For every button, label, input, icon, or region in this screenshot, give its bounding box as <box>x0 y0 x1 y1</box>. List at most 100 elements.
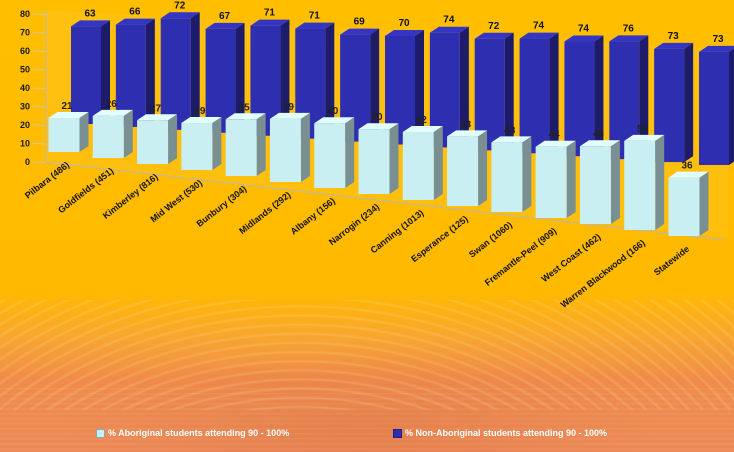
bar-aboriginal <box>92 115 124 158</box>
bar-aboriginal-side <box>610 140 620 224</box>
bar-non-aboriginal-top <box>564 35 604 42</box>
data-label-non-aboriginal: 70 <box>398 18 410 29</box>
bar-aboriginal-top <box>137 114 178 121</box>
bar-aboriginal <box>181 123 213 170</box>
bar-non-aboriginal-side <box>145 18 155 127</box>
data-label-aboriginal: 42 <box>416 115 428 126</box>
data-label-aboriginal: 36 <box>681 161 693 172</box>
data-label-non-aboriginal: 71 <box>264 8 276 19</box>
bar-non-aboriginal-top <box>205 22 245 29</box>
bar-non-aboriginal-top <box>71 20 110 27</box>
bar-non-aboriginal-side <box>101 20 110 125</box>
y-tick-mark <box>32 161 47 163</box>
bar-aboriginal-top <box>269 112 310 119</box>
data-label-aboriginal: 43 <box>460 119 472 130</box>
bar-non-aboriginal-top <box>340 28 380 35</box>
bar-aboriginal <box>579 146 611 224</box>
data-label-aboriginal: 43 <box>504 125 516 136</box>
data-label-aboriginal: 40 <box>327 106 339 117</box>
bar-aboriginal <box>668 177 700 236</box>
bar-aboriginal-side <box>566 140 576 218</box>
y-tick-mark <box>32 124 47 126</box>
data-label-non-aboriginal: 66 <box>129 7 141 18</box>
data-label-aboriginal: 44 <box>549 130 561 141</box>
bar-non-aboriginal-side <box>639 35 649 160</box>
data-label-aboriginal: 29 <box>194 106 206 117</box>
y-tick-label: 30 <box>20 102 30 112</box>
legend-item-non-aboriginal: % Non-Aboriginal students attending 90 -… <box>393 428 607 438</box>
y-tick-label: 20 <box>20 120 30 130</box>
bar-aboriginal-top <box>402 125 443 132</box>
bar-aboriginal-side <box>168 114 178 164</box>
y-tick-mark <box>32 13 47 15</box>
category-label: Mid West (530) <box>148 178 204 225</box>
data-label-non-aboriginal: 63 <box>84 8 96 19</box>
bar-aboriginal-top <box>624 134 665 141</box>
bar-aboriginal <box>491 142 523 212</box>
bar-aboriginal-side <box>655 134 665 230</box>
bar-non-aboriginal <box>564 41 595 157</box>
category-label: Warren Blackwood (166) <box>559 238 647 310</box>
bar-aboriginal-side <box>433 125 443 200</box>
bar-non-aboriginal-side <box>280 19 290 136</box>
category-label: Bunbury (304) <box>195 184 249 229</box>
bar-non-aboriginal-top <box>429 26 469 33</box>
legend-item-aboriginal: % Aboriginal students attending 90 - 100… <box>96 428 289 438</box>
bar-non-aboriginal-side <box>370 28 380 142</box>
bar-non-aboriginal <box>71 26 101 125</box>
background-band <box>0 388 734 452</box>
data-label-non-aboriginal: 72 <box>174 0 186 11</box>
bar-aboriginal-top <box>535 140 576 147</box>
bar-aboriginal-top <box>491 136 532 143</box>
bar-aboriginal <box>269 118 301 182</box>
bar-aboriginal <box>535 146 567 218</box>
bar-non-aboriginal <box>115 24 146 127</box>
bar-non-aboriginal <box>160 18 191 130</box>
bar-non-aboriginal <box>519 38 550 154</box>
bar-aboriginal-top <box>668 171 709 178</box>
category-label: Swan (1060) <box>467 220 514 260</box>
bar-aboriginal-top <box>92 109 133 116</box>
bar-aboriginal-side <box>212 117 222 170</box>
data-label-aboriginal: 21 <box>61 101 73 112</box>
bar-aboriginal-top <box>358 123 399 130</box>
data-label-aboriginal: 26 <box>106 99 118 110</box>
bar-aboriginal <box>314 123 346 188</box>
bar-aboriginal <box>402 131 434 200</box>
bar-aboriginal <box>624 140 656 230</box>
y-tick-mark <box>32 69 47 71</box>
bar-non-aboriginal-side <box>459 26 469 148</box>
y-tick-label: 10 <box>20 139 30 149</box>
chart-floor-line <box>45 161 725 241</box>
bar-aboriginal-side <box>478 130 488 206</box>
bar-non-aboriginal-side <box>325 22 335 139</box>
legend-swatch-aboriginal <box>96 428 105 438</box>
y-tick-mark <box>32 143 47 145</box>
bar-aboriginal <box>48 117 80 152</box>
data-label-aboriginal: 55 <box>637 124 649 135</box>
y-tick-mark <box>32 32 47 34</box>
bar-aboriginal-top <box>48 111 89 118</box>
y-tick-label: 40 <box>20 83 30 93</box>
bar-non-aboriginal-side <box>549 32 559 154</box>
y-tick-label: 80 <box>20 9 30 19</box>
data-label-aboriginal: 39 <box>283 102 295 113</box>
data-label-aboriginal: 48 <box>593 129 605 140</box>
bar-non-aboriginal-top <box>115 18 155 25</box>
data-label-aboriginal: 40 <box>371 112 383 123</box>
y-tick-label: 50 <box>20 65 30 75</box>
bar-aboriginal-side <box>522 136 532 212</box>
bar-non-aboriginal-side <box>594 35 604 157</box>
bar-non-aboriginal-top <box>160 12 200 19</box>
data-label-aboriginal: 35 <box>239 102 251 113</box>
y-tick-label: 0 <box>25 157 30 167</box>
bar-non-aboriginal-side <box>684 42 694 163</box>
legend-swatch-non-aboriginal <box>393 428 402 438</box>
bar-non-aboriginal-top <box>385 30 424 36</box>
data-label-non-aboriginal: 74 <box>533 21 545 32</box>
bar-aboriginal <box>358 129 390 194</box>
category-label: Statewide <box>652 244 691 278</box>
bar-non-aboriginal-side <box>235 22 245 133</box>
bar-non-aboriginal-side <box>190 12 200 130</box>
bar-aboriginal-side <box>345 117 355 188</box>
